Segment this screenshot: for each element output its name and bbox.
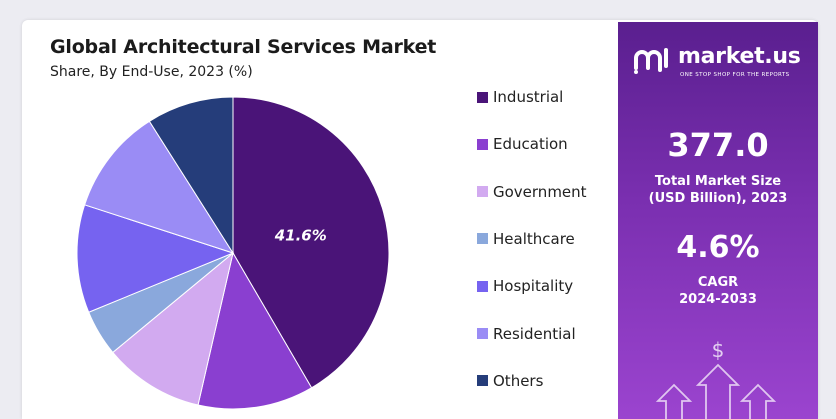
legend-label: Industrial [493, 88, 564, 106]
growth-arrows-icon: $ [655, 338, 777, 419]
pie-slice-residential [84, 120, 235, 254]
pie-slice-education [197, 251, 313, 410]
market-us-logo: market.us ONE STOP SHOP FOR THE REPORTS [632, 44, 812, 84]
legend-swatch [477, 91, 488, 103]
legend-swatch [477, 375, 488, 387]
legend-label: Government [493, 182, 587, 201]
legend-label: Others [493, 371, 544, 390]
legend-label: Residential [493, 324, 576, 343]
legend-item-industrial: Industrial [477, 86, 563, 108]
legend-label: Healthcare [493, 229, 575, 248]
legend-item-government: Government [477, 181, 587, 203]
legend-label: Hospitality [493, 277, 574, 296]
legend-swatch [477, 233, 488, 245]
legend-item-hospitality: Hospitality [477, 275, 573, 297]
market-size-label-line1: Total Market Size [654, 174, 782, 189]
pie-slice-government [112, 251, 234, 406]
pie-slice-hospitality [76, 204, 235, 313]
legend-swatch [477, 328, 488, 339]
chart-title: Global Architectural Services Market [50, 36, 437, 58]
brand-tagline: ONE STOP SHOP FOR THE REPORTS [680, 72, 790, 78]
legend-item-education: Education [477, 133, 568, 155]
market-size-label-line2: (USD Billion), 2023 [648, 191, 788, 206]
legend-swatch [477, 280, 488, 292]
pie-slice-others [148, 96, 234, 255]
legend-item-residential: Residential [477, 323, 576, 345]
legend-swatch [477, 186, 488, 198]
cagr-label-line1: CAGR [697, 275, 739, 290]
brand-name: market.us [678, 44, 801, 69]
pie-slice-industrial [232, 96, 390, 389]
legend-item-others: Others [477, 370, 543, 392]
market-us-logo-icon [634, 48, 668, 74]
dollar-icon: $ [712, 338, 725, 362]
market-summary-panel: market.us ONE STOP SHOP FOR THE REPORTS … [618, 22, 818, 419]
data-label-industrial: 41.6% [274, 227, 327, 245]
legend-swatch [477, 138, 488, 150]
cagr-label-line2: 2024-2033 [679, 292, 757, 307]
market-size-value: 377.0 [667, 126, 769, 164]
cagr-value: 4.6% [676, 230, 760, 265]
legend-label: Education [493, 135, 568, 154]
legend-item-healthcare: Healthcare [477, 228, 575, 250]
chart-subtitle: Share, By End-Use, 2023 (%) [50, 64, 253, 80]
